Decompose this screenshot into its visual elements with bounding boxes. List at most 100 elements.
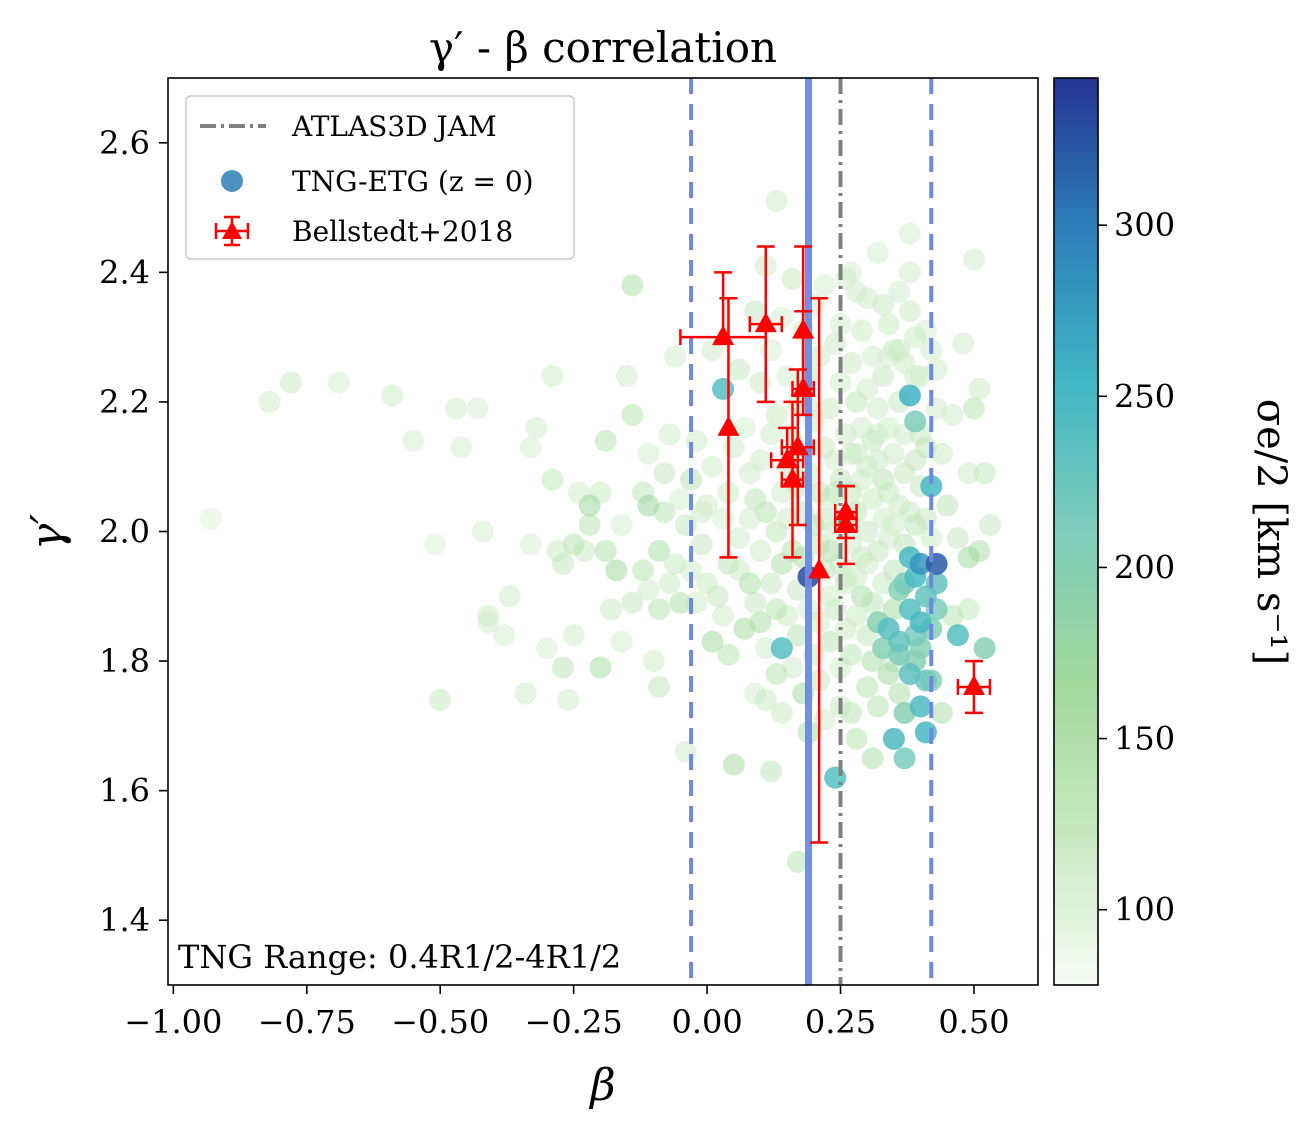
tng-etg-point	[845, 390, 868, 413]
tng-etg-point	[514, 682, 537, 705]
x-axis-label: β	[588, 1060, 615, 1111]
tng-etg-point	[637, 442, 660, 465]
tng-etg-point	[914, 436, 937, 459]
tng-etg-point	[882, 598, 905, 621]
tng-etg-point	[962, 397, 985, 420]
tng-etg-point	[648, 675, 671, 698]
tng-etg-point	[722, 436, 745, 459]
x-axis: −1.00 −0.75 −0.50 −0.25 0.00 0.25 0.50	[124, 985, 1010, 1041]
x-tick-label: −1.00	[124, 1003, 222, 1041]
bellstedt-marker	[781, 467, 804, 488]
tng-etg-point	[824, 598, 847, 621]
tng-etg-point	[957, 462, 980, 485]
bellstedt-point	[956, 659, 992, 715]
tng-etg-point	[952, 332, 975, 355]
tng-etg-point	[605, 559, 628, 582]
tng-etg-point	[541, 468, 564, 491]
tng-etg-point	[696, 494, 719, 517]
tng-etg-point	[781, 267, 804, 290]
tng-etg-point	[551, 552, 574, 575]
tng-etg-point	[658, 423, 681, 446]
tng-etg-point	[632, 559, 655, 582]
tng-etg-point	[610, 514, 633, 537]
tng-etg-point	[882, 727, 905, 750]
colorbar: 100 150 200 250 300 σe/2 [km s⁻¹]	[1053, 77, 1294, 986]
tng-etg-point	[968, 377, 991, 400]
tng-etg-point	[925, 572, 948, 595]
tng-etg-point	[562, 533, 585, 556]
tng-etg-point	[765, 663, 788, 686]
tng-etg-point	[818, 397, 841, 420]
tng-etg-point	[861, 345, 884, 368]
tng-etg-point	[861, 747, 884, 770]
tng-etg-point	[904, 410, 927, 433]
tng-etg-point	[866, 539, 889, 562]
tng-etg-point	[840, 643, 863, 666]
tng-etg-point	[760, 423, 783, 446]
tng-etg-point	[610, 630, 633, 653]
tng-etg-point	[498, 585, 521, 608]
bellstedt-marker	[717, 415, 740, 436]
tng-etg-point	[904, 514, 927, 537]
legend-bellstedt-swatch	[214, 215, 250, 247]
tng-etg-point	[936, 494, 959, 517]
tng-etg-point	[669, 488, 692, 511]
tng-etg-point	[946, 526, 969, 549]
x-tick-label: 0.50	[938, 1003, 1009, 1041]
bellstedt-point	[780, 400, 805, 559]
tng-etg-point	[973, 462, 996, 485]
tng-etg-point	[914, 721, 937, 744]
colorbar-tick-label: 100	[1114, 891, 1175, 929]
tng-etg-point	[898, 261, 921, 284]
bellstedt-marker	[754, 312, 777, 333]
tng-etg-point	[888, 280, 911, 303]
bellstedt-layer	[679, 245, 992, 844]
tng-etg-point	[840, 701, 863, 724]
tng-etg-point	[813, 436, 836, 459]
tng-etg-point	[909, 552, 932, 575]
tng-etg-point	[669, 591, 692, 614]
y-tick-label: 1.6	[99, 772, 150, 810]
tng-etg-point	[973, 637, 996, 660]
colorbar-label: σe/2 [km s⁻¹]	[1248, 399, 1294, 665]
tng-etg-point	[754, 688, 777, 711]
tng-etg-point	[909, 611, 932, 634]
y-axis-label: γ′	[22, 514, 73, 550]
tng-etg-point	[765, 190, 788, 213]
legend-box	[185, 95, 575, 260]
tng-etg-point	[594, 539, 617, 562]
tng-etg-point	[760, 760, 783, 783]
tng-etg-point	[477, 604, 500, 627]
y-tick-label: 2.0	[99, 513, 150, 551]
tng-etg-point	[898, 384, 921, 407]
legend: ATLAS3D JAM TNG-ETG (z = 0) Bellstedt+20…	[185, 95, 575, 260]
x-tick-label: −0.25	[525, 1003, 623, 1041]
legend-tng-swatch	[221, 170, 243, 192]
tng-range-annotation: TNG Range: 0.4R1/2-4R1/2	[178, 938, 621, 976]
tng-etg-point	[541, 365, 564, 388]
tng-etg-point	[429, 688, 452, 711]
tng-etg-point	[728, 358, 751, 381]
tng-etg-point	[535, 637, 558, 660]
tng-etg-point	[861, 429, 884, 452]
tng-etg-point	[872, 365, 895, 388]
tng-etg-point	[594, 429, 617, 452]
reference-lines-layer	[689, 78, 934, 985]
tng-etg-point	[920, 526, 943, 549]
tng-etg-point	[957, 546, 980, 569]
tng-etg-point	[818, 539, 841, 562]
y-tick-label: 2.2	[99, 383, 150, 421]
tng-etg-point	[754, 637, 777, 660]
tng-etg-point	[653, 462, 676, 485]
tng-etg-point	[712, 604, 735, 627]
y-tick-label: 1.8	[99, 642, 150, 680]
tng-etg-point	[279, 371, 302, 394]
tng-etg-point	[733, 416, 756, 439]
colorbar-tick-label: 150	[1114, 720, 1175, 758]
tng-etg-point	[578, 514, 601, 537]
tng-etg-point	[738, 572, 761, 595]
tng-etg-point	[402, 429, 425, 452]
tng-etg-point	[637, 494, 660, 517]
tng-etg-point	[749, 539, 772, 562]
tng-etg-point	[813, 274, 836, 297]
